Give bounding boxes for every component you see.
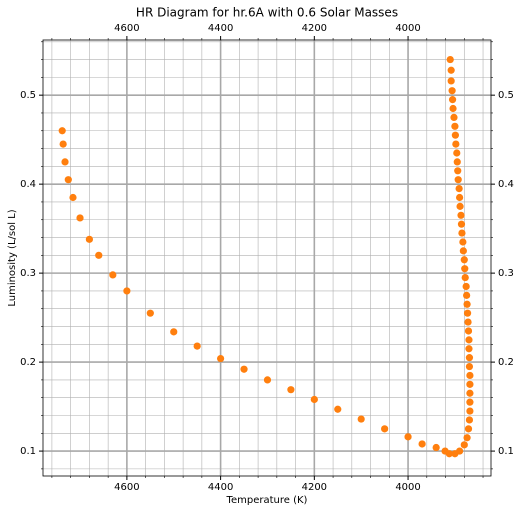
- plot-frame: [42, 39, 492, 477]
- point: [85, 235, 93, 243]
- x-tick-label: 4400: [208, 482, 233, 493]
- point: [457, 220, 466, 228]
- x-axis-label: Temperature (K): [226, 495, 308, 506]
- point: [466, 407, 474, 415]
- point: [453, 158, 461, 166]
- point: [464, 425, 473, 433]
- point: [381, 425, 389, 433]
- point: [447, 66, 455, 74]
- point: [109, 271, 117, 279]
- point: [287, 386, 295, 394]
- point: [61, 158, 69, 166]
- point: [465, 416, 474, 424]
- point: [460, 256, 468, 264]
- point: [462, 282, 470, 291]
- point: [457, 211, 465, 219]
- point: [310, 395, 318, 404]
- x-tick-label: 4600: [114, 482, 139, 493]
- point: [448, 87, 456, 95]
- point: [454, 176, 462, 184]
- point: [455, 184, 463, 193]
- y-right-tick-label: 0.1: [498, 446, 514, 457]
- point: [466, 371, 474, 380]
- chart-title: HR Diagram for hr.6A with 0.6 Solar Mass…: [136, 6, 398, 20]
- point: [404, 433, 412, 441]
- x-top-tick-label: 4000: [395, 23, 420, 34]
- point: [58, 127, 66, 135]
- point: [454, 167, 462, 175]
- point: [432, 443, 440, 452]
- point: [447, 77, 455, 85]
- x-top-tick-label: 4400: [208, 23, 233, 34]
- point: [463, 300, 471, 308]
- y-right-tick-label: 0.2: [498, 357, 514, 368]
- point: [357, 415, 365, 423]
- point: [456, 202, 464, 210]
- point: [146, 309, 154, 317]
- y-right-tick-label: 0.3: [498, 268, 514, 279]
- x-top-tick-label: 4600: [114, 23, 139, 34]
- point: [334, 405, 342, 413]
- point: [449, 104, 457, 113]
- point: [95, 251, 103, 259]
- y-tick-label: 0.1: [20, 446, 36, 457]
- point: [170, 328, 178, 336]
- y-tick-label: 0.2: [20, 357, 36, 368]
- point: [451, 131, 459, 139]
- y-axis-label: Luminosity (L/sol L): [7, 209, 18, 306]
- point: [446, 55, 454, 64]
- point: [451, 450, 459, 458]
- point: [463, 291, 471, 299]
- point: [463, 434, 471, 442]
- y-tick-label: 0.5: [20, 90, 36, 101]
- point: [451, 122, 459, 130]
- point: [463, 309, 472, 317]
- point: [460, 441, 468, 449]
- y-tick-label: 0.3: [20, 268, 36, 279]
- point: [465, 336, 473, 344]
- y-tick-label: 0.4: [20, 179, 36, 190]
- y-right-tick-label: 0.5: [498, 90, 514, 101]
- point: [452, 140, 460, 148]
- point: [465, 362, 474, 371]
- point: [453, 149, 461, 157]
- point: [456, 193, 464, 202]
- point: [464, 318, 472, 326]
- point: [193, 342, 201, 350]
- x-tick-label: 4000: [395, 482, 420, 493]
- point: [450, 113, 458, 122]
- point: [441, 447, 449, 455]
- point: [465, 354, 474, 362]
- point: [459, 247, 467, 255]
- point: [59, 140, 67, 148]
- point: [448, 96, 457, 104]
- point: [461, 265, 469, 273]
- point: [458, 229, 466, 237]
- point: [76, 214, 84, 222]
- point: [64, 176, 72, 184]
- point: [263, 376, 272, 384]
- point: [217, 354, 225, 363]
- y-right-tick-label: 0.4: [498, 179, 514, 190]
- point: [466, 380, 474, 388]
- x-tick-label: 4200: [302, 482, 327, 493]
- point: [123, 287, 131, 295]
- point: [418, 440, 426, 448]
- point: [465, 345, 473, 353]
- x-top-tick-label: 4200: [302, 23, 327, 34]
- point: [240, 365, 248, 373]
- point: [464, 327, 473, 335]
- point: [466, 398, 474, 406]
- point: [466, 389, 474, 397]
- point: [461, 273, 469, 282]
- point: [69, 193, 77, 202]
- point: [459, 238, 467, 246]
